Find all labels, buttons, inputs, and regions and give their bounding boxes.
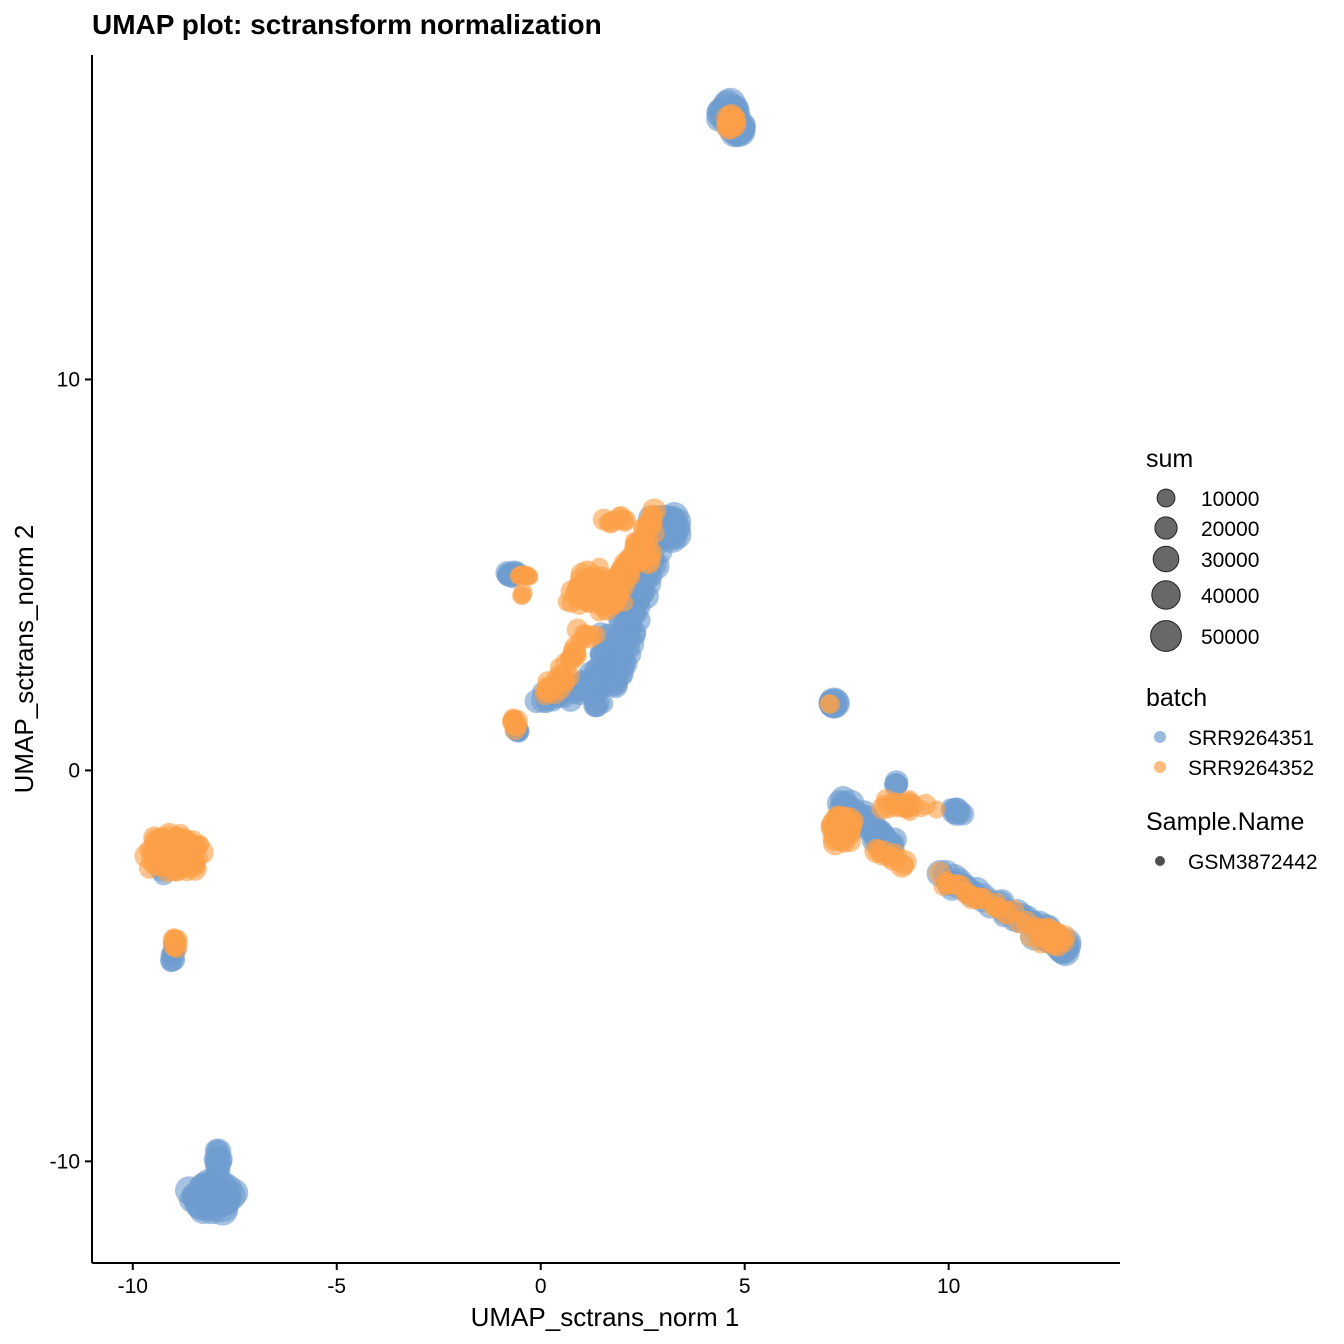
x-tick-label: 0 bbox=[535, 1275, 547, 1298]
y-tick-label: 0 bbox=[68, 759, 80, 782]
y-tick-label: -10 bbox=[50, 1150, 80, 1173]
series-SRR9264351 bbox=[149, 87, 1082, 1226]
points-layer bbox=[134, 87, 1082, 1226]
legend-shape-label: GSM3872442 bbox=[1188, 851, 1318, 874]
legend-size-swatch bbox=[1152, 545, 1180, 573]
x-tick-label: 5 bbox=[739, 1275, 751, 1298]
series-SRR9264352 bbox=[134, 103, 1076, 959]
scatter-point bbox=[564, 636, 586, 658]
scatter-point bbox=[512, 586, 531, 606]
scatter-point bbox=[927, 800, 946, 819]
legend: sum 10000 20000 30000 40000 50000 batch SRR9… bbox=[1146, 445, 1318, 874]
scatter-point bbox=[577, 567, 601, 591]
scatter-point bbox=[611, 574, 635, 598]
scatter-point bbox=[209, 1149, 231, 1171]
legend-size-label: 30000 bbox=[1201, 549, 1259, 572]
x-axis-title: UMAP_sctrans_norm 1 bbox=[471, 1302, 740, 1332]
y-tick-label: 10 bbox=[57, 368, 80, 391]
scatter-point bbox=[586, 656, 608, 679]
scatter-point bbox=[556, 674, 575, 693]
scatter-point bbox=[937, 871, 956, 890]
scatter-point bbox=[820, 694, 840, 714]
x-tick-label: 10 bbox=[937, 1275, 960, 1298]
legend-size-swatch bbox=[1154, 516, 1178, 540]
legend-size-label: 40000 bbox=[1201, 585, 1259, 608]
scatter-point bbox=[893, 850, 917, 874]
legend-shape-title: Sample.Name bbox=[1146, 808, 1304, 836]
scatter-point bbox=[503, 709, 525, 731]
scatter-point bbox=[892, 794, 915, 817]
scatter-point bbox=[643, 514, 662, 533]
x-tick-label: -5 bbox=[327, 1275, 346, 1298]
scatter-point bbox=[864, 838, 889, 864]
legend-color-label: SRR9264352 bbox=[1188, 757, 1314, 780]
y-ticks: 10 0 -10 bbox=[50, 368, 92, 1173]
legend-color-entries: SRR9264351 SRR9264352 bbox=[1154, 727, 1314, 780]
scatter-point bbox=[161, 852, 181, 873]
scatter-point bbox=[516, 565, 537, 586]
scatter-point bbox=[625, 540, 650, 565]
scatter-point bbox=[826, 809, 850, 833]
legend-size-entries: 10000 20000 30000 40000 50000 bbox=[1150, 488, 1259, 652]
legend-shape-swatch bbox=[1155, 856, 1165, 866]
legend-color-label: SRR9264351 bbox=[1188, 727, 1314, 750]
scatter-point bbox=[581, 684, 604, 707]
legend-size-swatch bbox=[1150, 620, 1182, 652]
scatter-point bbox=[611, 505, 631, 525]
x-tick-label: -10 bbox=[118, 1275, 148, 1298]
chart-title: UMAP plot: sctransform normalization bbox=[92, 9, 602, 40]
scatter-point bbox=[719, 105, 744, 130]
x-ticks: -10 -5 0 5 10 bbox=[118, 1263, 960, 1298]
legend-color-swatch bbox=[1154, 761, 1166, 773]
scatter-point bbox=[957, 884, 975, 902]
scatter-point bbox=[170, 837, 192, 859]
legend-shape-entries: GSM3872442 bbox=[1155, 851, 1318, 874]
axes: -10 -5 0 5 10 10 0 -10 bbox=[50, 55, 1120, 1298]
legend-color-title: batch bbox=[1146, 684, 1207, 712]
legend-size-label: 50000 bbox=[1201, 626, 1259, 649]
y-axis-title: UMAP_sctrans_norm 2 bbox=[9, 525, 39, 794]
legend-color-swatch bbox=[1154, 731, 1166, 743]
scatter-point bbox=[946, 801, 968, 824]
scatter-point bbox=[1029, 930, 1053, 954]
legend-size-swatch bbox=[1156, 488, 1176, 508]
legend-size-label: 20000 bbox=[1201, 518, 1259, 541]
scatter-point bbox=[986, 896, 1008, 918]
scatter-point bbox=[561, 592, 582, 613]
legend-size-label: 10000 bbox=[1201, 488, 1259, 511]
scatter-point bbox=[166, 937, 188, 959]
legend-size-title: sum bbox=[1146, 445, 1193, 473]
legend-size-swatch bbox=[1151, 580, 1181, 610]
